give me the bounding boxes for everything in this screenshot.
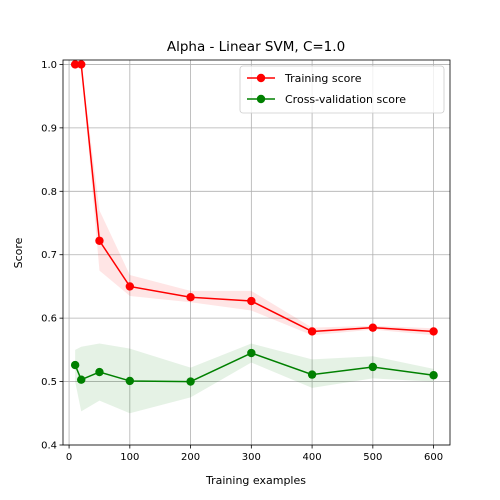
point-series-0 (429, 327, 438, 336)
confidence-bands (75, 64, 434, 414)
legend-label-cv: Cross-validation score (285, 93, 406, 106)
point-series-0 (77, 60, 86, 69)
x-tick-label: 300 (242, 452, 261, 463)
point-series-0 (125, 282, 135, 291)
band-series-1 (75, 343, 434, 414)
series-lines (70, 60, 438, 386)
grid (63, 60, 450, 446)
legend: Training score Cross-validation score (239, 65, 445, 114)
legend-label-training: Training score (284, 72, 362, 85)
y-tick-label: 1.0 (41, 60, 57, 71)
point-series-1 (429, 371, 438, 380)
point-series-1 (368, 362, 378, 372)
point-series-0 (368, 323, 378, 332)
chart-title: Alpha - Linear SVM, C=1.0 (167, 39, 345, 55)
x-tick-label: 200 (181, 452, 200, 463)
point-series-0 (70, 60, 80, 69)
point-series-0 (186, 293, 195, 302)
point-series-1 (186, 377, 195, 386)
x-axis-label: Training examples (205, 474, 306, 487)
x-tick-label: 600 (424, 452, 443, 463)
x-tick-label: 500 (363, 452, 382, 463)
point-series-1 (77, 375, 86, 384)
y-tick-label: 0.6 (41, 314, 57, 325)
y-tick-label: 0.7 (41, 250, 57, 261)
point-series-1 (125, 376, 135, 386)
point-series-1 (70, 360, 80, 370)
legend-marker-cv (256, 94, 266, 104)
point-series-0 (307, 327, 317, 336)
x-tick-label: 0 (66, 452, 72, 463)
point-series-1 (95, 367, 104, 377)
x-tick-label: 400 (303, 452, 322, 463)
y-tick-label: 0.8 (41, 187, 57, 198)
point-series-1 (247, 348, 256, 358)
legend-marker-training (256, 73, 266, 83)
legend-box (239, 65, 445, 114)
y-tick-label: 0.5 (41, 377, 57, 388)
x-tick-label: 100 (120, 452, 139, 463)
plot-frame (62, 59, 451, 446)
point-series-1 (307, 370, 317, 379)
y-axis-label: Score (12, 237, 25, 268)
axis-ticks: 0 100 200 300 400 500 600 0.4 0.5 0.6 0.7 0.8 0.9 1.0 (41, 60, 443, 463)
y-tick-label: 0.4 (41, 441, 57, 452)
point-series-0 (247, 296, 256, 306)
point-series-0 (95, 236, 104, 245)
y-tick-label: 0.9 (41, 123, 57, 134)
